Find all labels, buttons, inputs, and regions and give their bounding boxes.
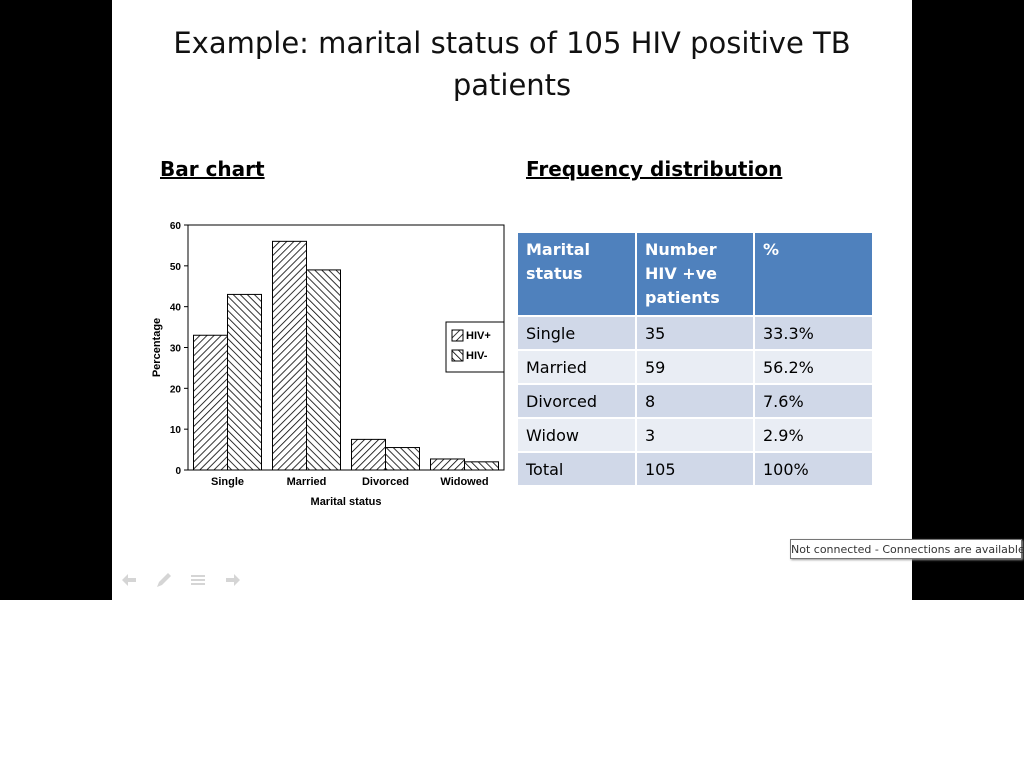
x-tick-label: Divorced: [362, 476, 409, 488]
x-tick-label: Married: [287, 476, 327, 488]
legend-swatch: [451, 349, 464, 362]
table-cell: 100%: [754, 451, 872, 485]
pen-icon[interactable]: [154, 570, 174, 590]
table-cell: Total: [518, 451, 637, 485]
bar: [227, 293, 262, 471]
table-cell: 7.6%: [754, 383, 872, 418]
legend-label: HIV-: [466, 350, 488, 362]
y-tick-label: 0: [175, 466, 181, 477]
table-cell: 3: [636, 417, 755, 452]
table-cell: 35: [636, 315, 755, 350]
table-cell: 2.9%: [754, 417, 872, 452]
table-cell: Widow: [518, 417, 637, 452]
x-tick-label: Single: [211, 476, 244, 488]
bar: [351, 438, 386, 471]
table-cell: Married: [518, 349, 637, 384]
slide-title-line-1: Example: marital status of 105 HIV posit…: [173, 26, 851, 60]
slide: Example: marital status of 105 HIV posit…: [112, 0, 912, 600]
table-cell: 59: [636, 349, 755, 384]
table-cell: 56.2%: [754, 349, 872, 384]
menu-icon[interactable]: [188, 570, 208, 590]
next-arrow-icon[interactable]: [222, 570, 242, 590]
bar-chart-heading: Bar chart: [160, 157, 265, 181]
table-row: Widow 3 2.9%: [518, 417, 872, 452]
table-header-cell: Marital status: [518, 233, 637, 316]
table-row: Single 35 33.3%: [518, 315, 872, 350]
slide-title: Example: marital status of 105 HIV posit…: [112, 22, 912, 106]
bar: [272, 240, 307, 471]
frequency-distribution-heading: Frequency distribution: [526, 157, 783, 181]
table-row: Divorced 8 7.6%: [518, 383, 872, 418]
table-cell: Divorced: [518, 383, 637, 418]
bar-chart: 0 10 20 30 40 50 60 Single Married Divorced Widowe…: [151, 221, 505, 508]
y-tick-label: 10: [170, 425, 182, 436]
y-tick-label: 20: [170, 384, 182, 395]
bar: [430, 458, 465, 471]
table-header-row: Marital status Number HIV +ve patients %: [518, 233, 872, 316]
table-cell: 105: [636, 451, 755, 485]
right-letterbox: [912, 0, 1024, 600]
table-row: Total 105 100%: [518, 451, 872, 485]
table-header-cell: %: [754, 233, 872, 316]
bar: [464, 461, 499, 471]
connection-status-tooltip: Not connected - Connections are availabl…: [790, 539, 1024, 559]
y-axis-label: Percentage: [151, 318, 163, 377]
y-tick-label: 30: [170, 344, 182, 355]
table-cell: Single: [518, 315, 637, 350]
y-tick-label: 40: [170, 303, 182, 314]
x-axis-label: Marital status: [311, 496, 382, 508]
previous-arrow-icon[interactable]: [120, 570, 140, 590]
y-tick-label: 60: [170, 221, 182, 232]
slide-title-line-2: patients: [452, 68, 572, 102]
y-tick-label: 50: [170, 262, 182, 273]
bar: [306, 269, 341, 471]
table-row: Married 59 56.2%: [518, 349, 872, 384]
table-header-cell: Number HIV +ve patients: [636, 233, 755, 316]
bar: [385, 447, 420, 471]
legend-label: HIV+: [466, 330, 491, 342]
legend-swatch: [451, 329, 464, 342]
table-cell: 8: [636, 383, 755, 418]
table-cell: 33.3%: [754, 315, 872, 350]
bar: [193, 334, 228, 471]
left-letterbox: [0, 0, 112, 600]
frequency-table: Marital status Number HIV +ve patients %…: [518, 233, 872, 485]
slideshow-nav: [120, 570, 242, 590]
x-tick-label: Widowed: [440, 476, 488, 488]
